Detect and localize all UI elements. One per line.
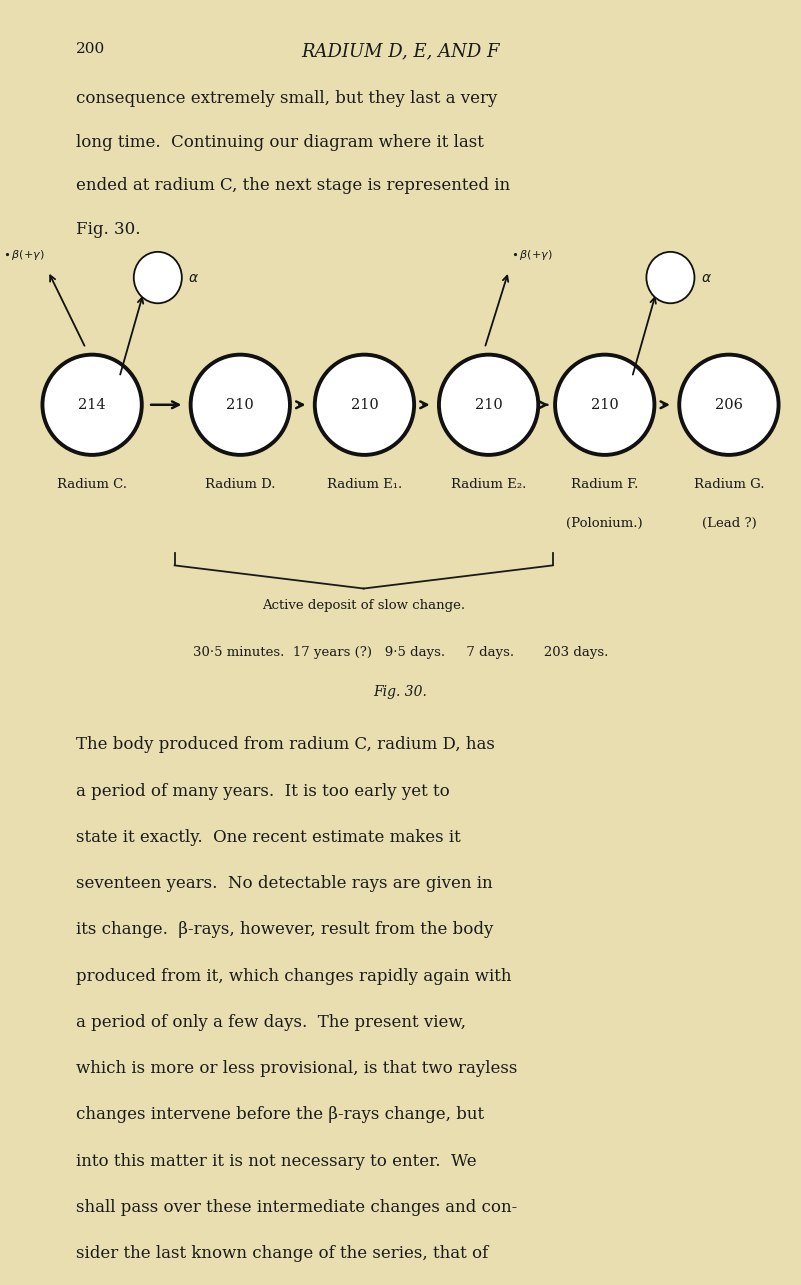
Text: 30·5 minutes.  17 years (?)   9·5 days.     7 days.       203 days.: 30·5 minutes. 17 years (?) 9·5 days. 7 d… [193,646,608,659]
Text: into this matter it is not necessary to enter.  We: into this matter it is not necessary to … [76,1153,477,1169]
Text: changes intervene before the β-rays change, but: changes intervene before the β-rays chan… [76,1106,485,1123]
Text: which is more or less provisional, is that two rayless: which is more or less provisional, is th… [76,1060,517,1077]
Text: a period of many years.  It is too early yet to: a period of many years. It is too early … [76,783,450,799]
Text: Radium D.: Radium D. [205,478,276,491]
Text: consequence extremely small, but they last a very: consequence extremely small, but they la… [76,90,497,107]
Ellipse shape [191,355,290,455]
Text: (Polonium.): (Polonium.) [566,517,643,529]
Text: 210: 210 [351,398,378,411]
Text: Radium E₂.: Radium E₂. [451,478,526,491]
Ellipse shape [439,355,538,455]
Text: state it exactly.  One recent estimate makes it: state it exactly. One recent estimate ma… [76,829,461,846]
Text: Radium E₁.: Radium E₁. [327,478,402,491]
Text: long time.  Continuing our diagram where it last: long time. Continuing our diagram where … [76,134,484,150]
Text: $\alpha$: $\alpha$ [188,271,199,284]
Text: sider the last known change of the series, that of: sider the last known change of the serie… [76,1245,489,1262]
Text: Fig. 30.: Fig. 30. [76,221,141,238]
Text: The body produced from radium C, radium D, has: The body produced from radium C, radium … [76,736,495,753]
Ellipse shape [679,355,779,455]
Text: Active deposit of slow change.: Active deposit of slow change. [262,599,465,612]
Text: its change.  β-rays, however, result from the body: its change. β-rays, however, result from… [76,921,493,938]
Text: RADIUM D, E, AND F: RADIUM D, E, AND F [301,42,500,60]
Text: 210: 210 [475,398,502,411]
Text: $\bullet\,\beta(+\gamma)$: $\bullet\,\beta(+\gamma)$ [2,248,44,262]
Ellipse shape [315,355,414,455]
Text: $\bullet\,\beta(+\gamma)$: $\bullet\,\beta(+\gamma)$ [511,248,553,262]
Text: Radium F.: Radium F. [571,478,638,491]
Text: 200: 200 [76,42,106,57]
Text: 210: 210 [227,398,254,411]
Text: 214: 214 [78,398,106,411]
Text: (Lead ?): (Lead ?) [702,517,756,529]
Text: produced from it, which changes rapidly again with: produced from it, which changes rapidly … [76,968,512,984]
Ellipse shape [646,252,694,303]
Text: 210: 210 [591,398,618,411]
Ellipse shape [134,252,182,303]
Text: 206: 206 [715,398,743,411]
Text: seventeen years.  No detectable rays are given in: seventeen years. No detectable rays are … [76,875,493,892]
Text: Fig. 30.: Fig. 30. [373,685,428,699]
Text: $\alpha$: $\alpha$ [701,271,712,284]
Text: shall pass over these intermediate changes and con-: shall pass over these intermediate chang… [76,1199,517,1216]
Ellipse shape [555,355,654,455]
Text: Radium G.: Radium G. [694,478,764,491]
Ellipse shape [42,355,142,455]
Text: a period of only a few days.  The present view,: a period of only a few days. The present… [76,1014,466,1031]
Text: Radium C.: Radium C. [57,478,127,491]
Text: ended at radium C, the next stage is represented in: ended at radium C, the next stage is rep… [76,177,510,194]
